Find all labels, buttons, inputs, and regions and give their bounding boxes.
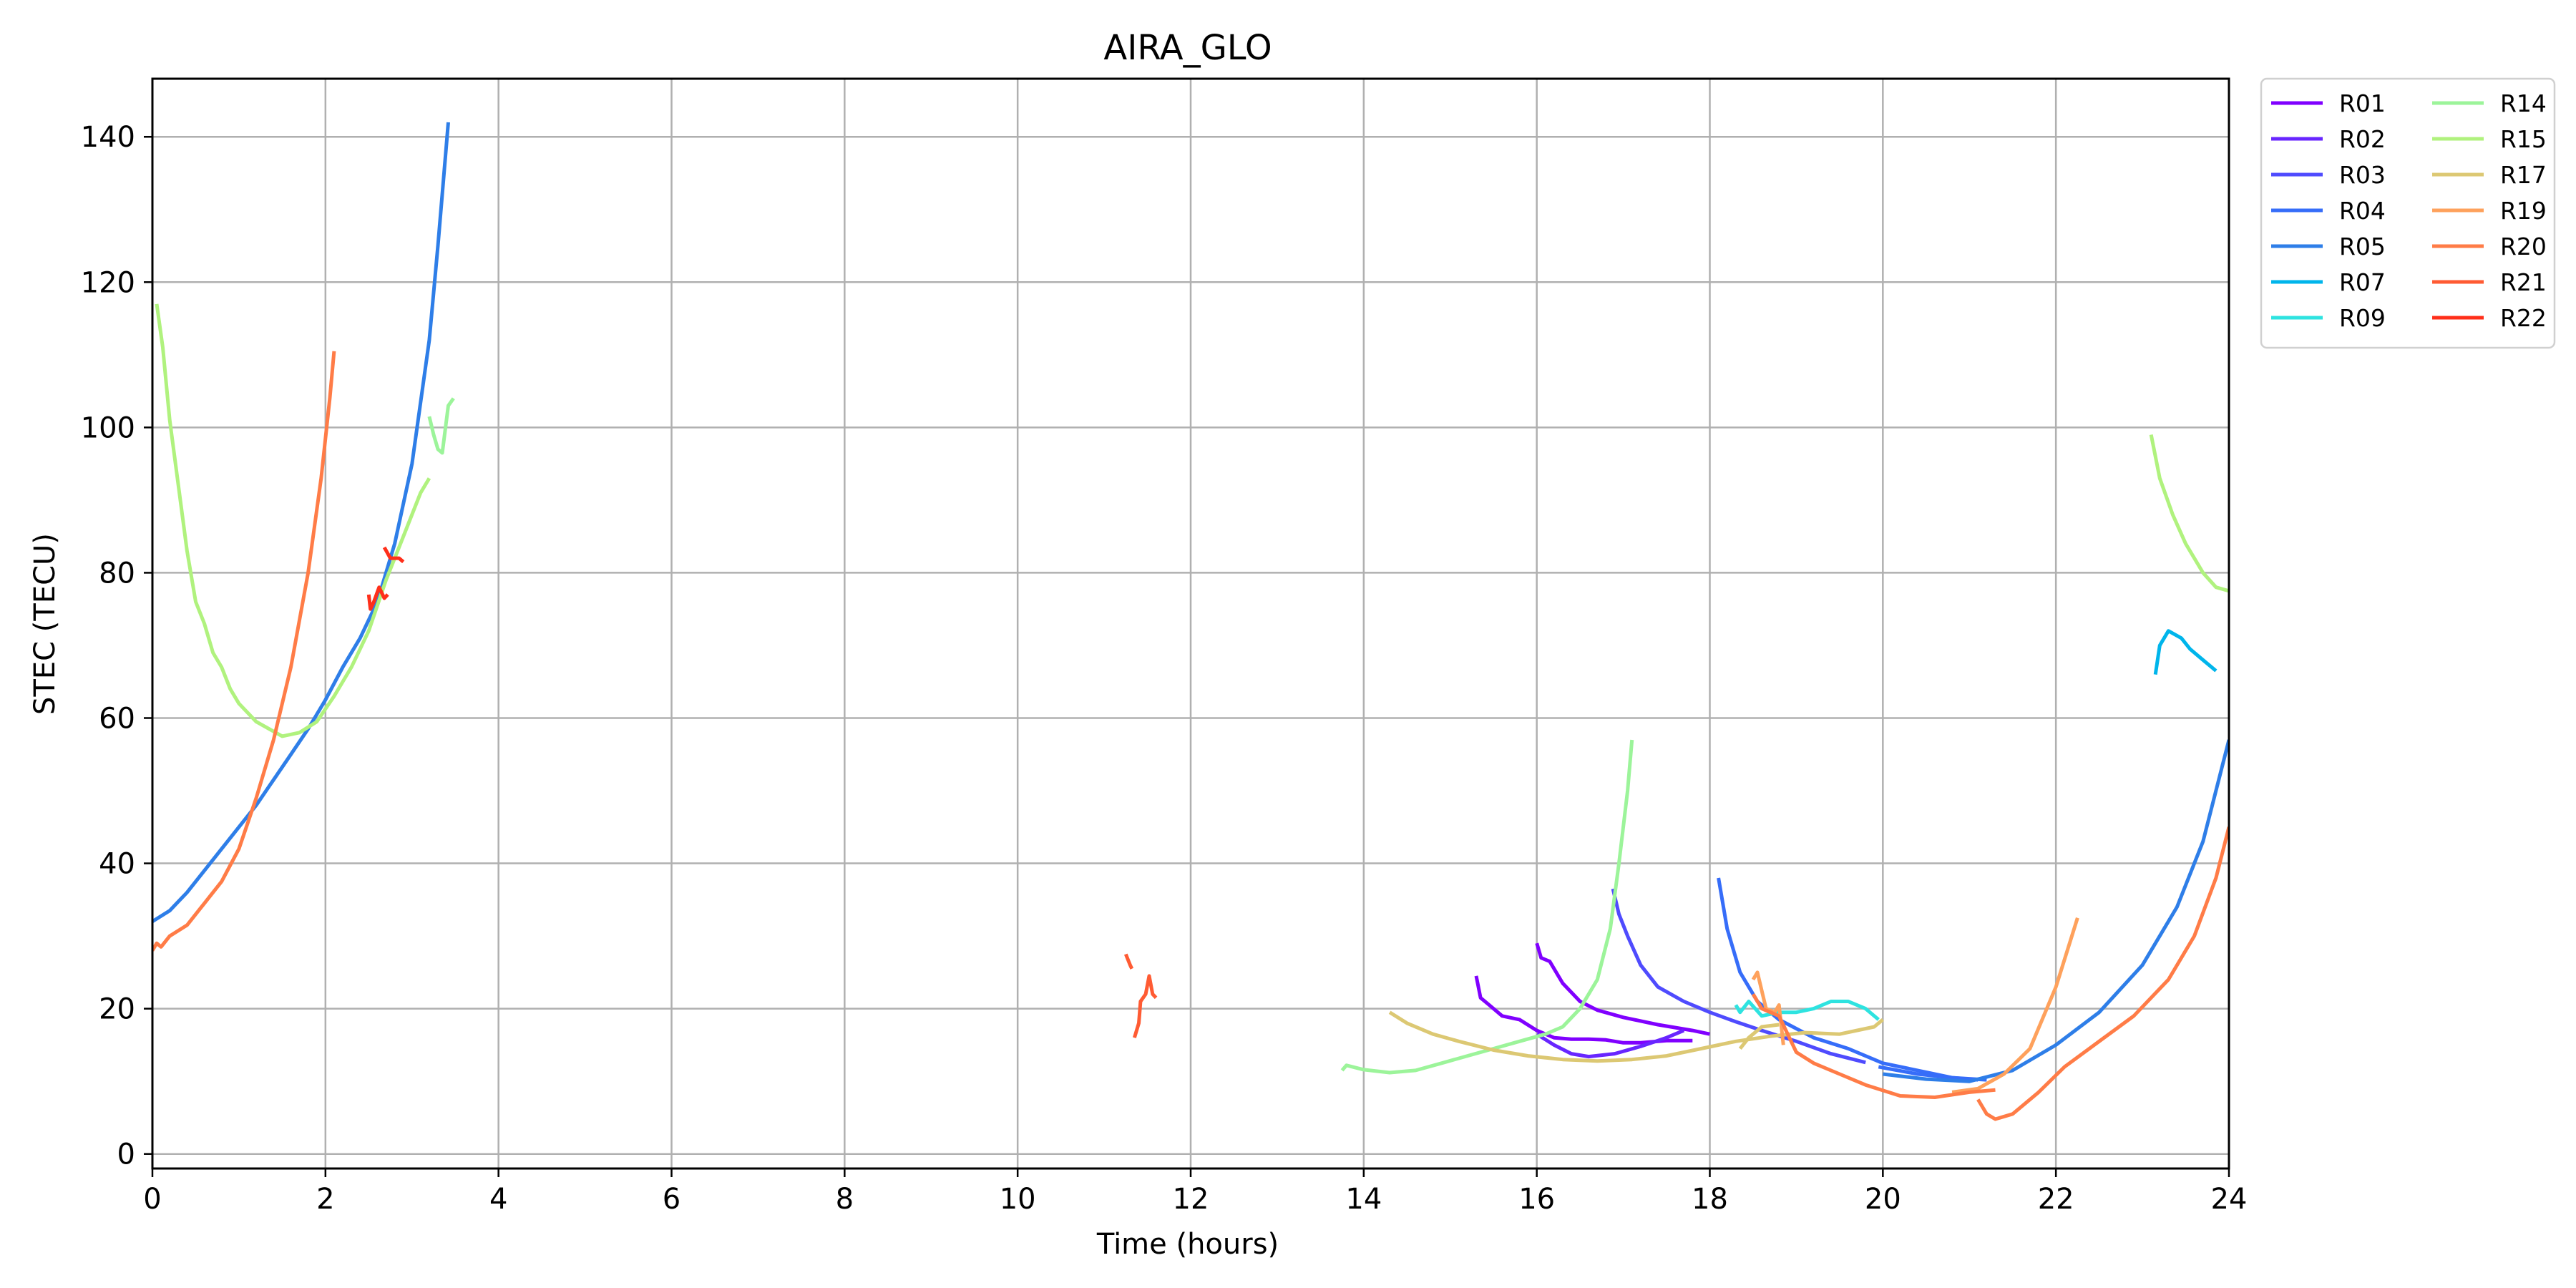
x-tick-label: 20: [1865, 1183, 1901, 1216]
series-r09: [1734, 1000, 1880, 1021]
legend-label: R19: [2500, 197, 2547, 225]
x-tick-label: 6: [663, 1183, 680, 1216]
legend-label: R02: [2339, 125, 2386, 153]
x-tick-label: 10: [1000, 1183, 1036, 1216]
series-r14: [427, 397, 1634, 1075]
x-tick-label: 8: [836, 1183, 854, 1216]
series-r15: [155, 303, 2229, 738]
legend-label: R09: [2339, 304, 2386, 332]
legend-item: R05: [2271, 233, 2386, 260]
x-tick-label: 14: [1345, 1183, 1382, 1216]
legend-item: R04: [2271, 197, 2386, 225]
y-axis-label: STEC (TECU): [29, 533, 62, 715]
series-line-r15: [155, 303, 431, 738]
x-tick-label: 18: [1692, 1183, 1728, 1216]
y-tick-label: 60: [99, 702, 135, 735]
y-tick-label: 20: [99, 993, 135, 1026]
legend-label: R20: [2500, 233, 2547, 260]
series-r02: [1536, 1028, 1685, 1059]
series-r04: [1717, 877, 1987, 1082]
x-tick-label: 0: [143, 1183, 161, 1216]
x-tick-label: 16: [1518, 1183, 1555, 1216]
series-line-r14: [1340, 739, 1634, 1075]
legend-label: R05: [2339, 233, 2386, 260]
legend-item: R22: [2432, 304, 2547, 332]
series-line-r20: [1976, 826, 2229, 1121]
series-line-r04: [1717, 877, 1987, 1082]
legend-label: R15: [2500, 125, 2547, 153]
series-line-r20: [152, 351, 336, 952]
y-tick-label: 80: [99, 557, 135, 590]
legend-label: R21: [2500, 268, 2547, 296]
series-line-r14: [427, 397, 455, 455]
legend-item: R14: [2432, 89, 2547, 117]
legend-item: R21: [2432, 268, 2547, 296]
series-line-r22: [382, 546, 405, 564]
series-r01: [1474, 942, 1711, 1045]
series-line-r22: [366, 585, 389, 611]
y-tick-label: 40: [99, 848, 135, 881]
legend-item: R09: [2271, 304, 2386, 332]
series-line-r01: [1535, 942, 1711, 1036]
series-line-r15: [2149, 434, 2229, 593]
y-tick-label: 120: [81, 266, 135, 299]
legend: R01 R02 R03 R04 R05 R07 R09 R14 R15 R17 R19 R20 R21 R…: [2260, 77, 2556, 349]
series-r07: [2153, 629, 2218, 675]
x-tick-label: 22: [2038, 1183, 2074, 1216]
legend-item: R20: [2432, 233, 2547, 260]
series-line-r09: [1734, 1000, 1880, 1021]
chart-title: AIRA_GLO: [1103, 28, 1272, 68]
series-line-r03: [1611, 888, 1866, 1065]
series-line-r07: [2153, 629, 2218, 675]
y-tick-label: 0: [117, 1138, 135, 1171]
legend-label: R03: [2339, 161, 2386, 189]
legend-label: R14: [2500, 89, 2547, 117]
legend-item: R17: [2432, 161, 2547, 189]
x-axis-label: Time (hours): [1096, 1228, 1279, 1261]
series-line-r21: [1133, 974, 1158, 1038]
y-tick-label: 140: [81, 121, 135, 154]
legend-label: R22: [2500, 304, 2547, 332]
series-line-r21: [1123, 953, 1134, 970]
series-r20: [152, 351, 2229, 1121]
series-line-r02: [1536, 1028, 1685, 1059]
series-line-r19: [1951, 917, 2079, 1094]
series-line-r17: [1738, 1023, 1780, 1050]
legend-item: R03: [2271, 161, 2386, 189]
y-axis: 0 20 40 60 80 100 120 140: [81, 121, 152, 1171]
series-line-r04: [1878, 1065, 1979, 1082]
legend-item: R02: [2271, 125, 2386, 153]
series-line-r01: [1474, 975, 1693, 1045]
legend-item: R01: [2271, 89, 2386, 117]
series-line-r20: [1751, 993, 1996, 1099]
y-tick-label: 100: [81, 411, 135, 444]
series-r17: [1388, 1010, 1884, 1063]
legend-label: R04: [2339, 197, 2386, 225]
series-r21: [1123, 953, 1158, 1038]
legend-label: R01: [2339, 89, 2386, 117]
series-line-r05: [1883, 739, 2229, 1083]
series-layer: [152, 122, 2229, 1121]
x-tick-label: 12: [1173, 1183, 1209, 1216]
legend-item: R15: [2432, 125, 2547, 153]
x-tick-label: 24: [2211, 1183, 2248, 1216]
legend-item: R19: [2432, 197, 2547, 225]
series-line-r17: [1388, 1010, 1884, 1063]
x-tick-label: 2: [316, 1183, 334, 1216]
legend-item: R07: [2271, 268, 2386, 296]
series-r22: [366, 546, 405, 611]
legend-label: R07: [2339, 268, 2386, 296]
legend-label: R17: [2500, 161, 2547, 189]
series-r03: [1611, 888, 1866, 1065]
x-tick-label: 4: [489, 1183, 507, 1216]
x-axis: 0 2 4 6 8 10 12 14 16 18 20 22 24: [143, 1169, 2247, 1216]
